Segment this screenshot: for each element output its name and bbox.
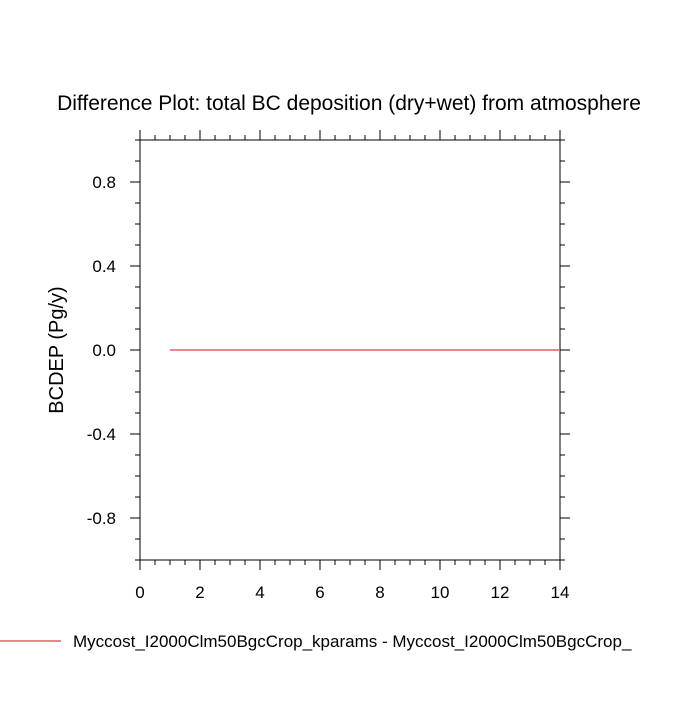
y-tick-label: -0.8 <box>87 509 116 528</box>
x-tick-label: 10 <box>431 583 450 602</box>
y-tick-label: 0.4 <box>92 257 116 276</box>
x-tick-label: 6 <box>315 583 324 602</box>
y-tick-label: 0.0 <box>92 341 116 360</box>
x-tick-label: 14 <box>551 583 570 602</box>
legend: Myccost_I2000Clm50BgcCrop_kparams - Mycc… <box>0 632 632 651</box>
x-tick-label: 0 <box>135 583 144 602</box>
y-tick-label: -0.4 <box>87 425 116 444</box>
legend-label: Myccost_I2000Clm50BgcCrop_kparams - Mycc… <box>73 632 632 651</box>
chart-title: Difference Plot: total BC deposition (dr… <box>57 92 641 115</box>
x-tick-label: 12 <box>491 583 510 602</box>
x-tick-label: 4 <box>255 583 264 602</box>
y-tick-label: 0.8 <box>92 173 116 192</box>
x-tick-label: 8 <box>375 583 384 602</box>
x-tick-label: 2 <box>195 583 204 602</box>
y-axis-label: BCDEP (Pg/y) <box>46 286 68 413</box>
plot-area: 0 2 4 6 8 10 12 14 -0.8 -0.4 0.0 0.4 0.8 <box>87 130 570 602</box>
